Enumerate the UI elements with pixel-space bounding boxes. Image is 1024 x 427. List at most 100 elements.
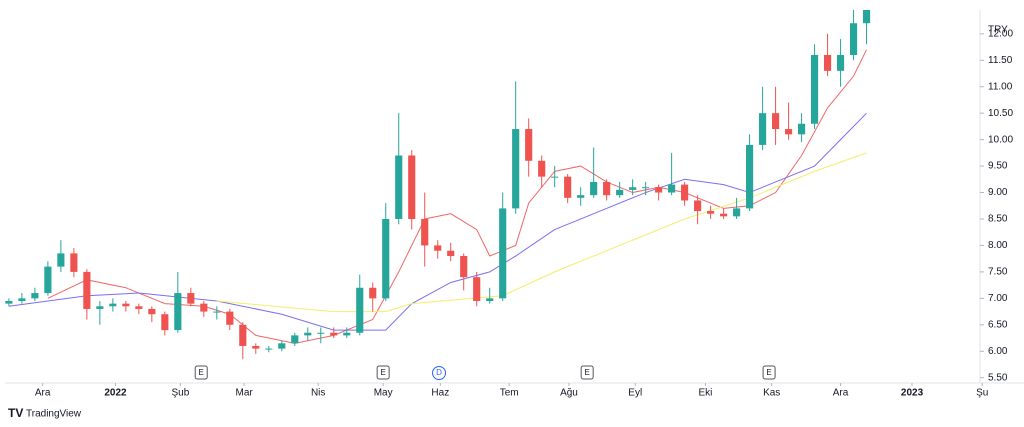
- x-tick-label: Kas: [763, 388, 780, 399]
- event-badge: [762, 365, 776, 380]
- candle-body: [187, 293, 195, 304]
- event-badge: [194, 365, 208, 380]
- candle-body: [5, 300, 13, 304]
- candle-body: [538, 160, 546, 177]
- y-tick-label: 8.00: [988, 240, 1008, 251]
- candle-body: [603, 181, 611, 196]
- candle-body: [577, 195, 585, 198]
- candle-body: [473, 277, 481, 301]
- candle-body: [356, 287, 364, 333]
- x-tick-label: Tem: [500, 388, 519, 399]
- candle-body: [836, 54, 845, 71]
- candle-body: [317, 332, 325, 334]
- candle-body: [460, 256, 468, 278]
- event-label: E: [199, 368, 204, 377]
- candle-body: [486, 298, 494, 301]
- candle-body: [213, 311, 221, 313]
- candle-body: [499, 208, 507, 299]
- x-tick-label: Nis: [311, 388, 325, 399]
- candle-body: [31, 293, 39, 299]
- candle-body: [668, 184, 676, 193]
- candle-body: [447, 250, 455, 257]
- x-tick-label: Ara: [833, 388, 849, 399]
- y-tick-label: 12.00: [988, 28, 1013, 39]
- y-tick-label: 6.00: [988, 346, 1008, 357]
- y-tick-label: 10.00: [988, 134, 1013, 145]
- x-tick-label: Şu: [976, 388, 988, 399]
- y-tick-label: 7.50: [988, 267, 1008, 278]
- candle-body: [694, 200, 702, 212]
- candle-body: [109, 303, 117, 307]
- candle-body: [70, 253, 78, 272]
- candle-body: [135, 306, 143, 309]
- y-tick-label: 11.50: [988, 55, 1013, 66]
- x-tick-label: Eki: [698, 388, 712, 399]
- candle-body: [395, 155, 403, 219]
- event-badge: [580, 365, 594, 380]
- candle-body: [57, 253, 65, 267]
- candle-body: [278, 343, 286, 349]
- event-badge: [432, 366, 447, 380]
- x-tick-label: Ara: [35, 388, 51, 399]
- candle-body: [681, 184, 689, 201]
- candle-body: [304, 332, 312, 336]
- candle-body: [148, 308, 156, 315]
- moving-average-line: [8, 112, 867, 331]
- candle-body: [122, 303, 130, 307]
- candle-body: [434, 245, 442, 251]
- y-tick-label: 9.00: [988, 187, 1008, 198]
- x-tick-label: Eyl: [628, 388, 642, 399]
- event-marker: E: [580, 365, 594, 380]
- event-marker: E: [762, 365, 776, 380]
- candle-body: [512, 129, 520, 209]
- y-tick-label: 5.50: [988, 372, 1008, 383]
- candle-body: [369, 287, 377, 299]
- candle-body: [343, 332, 351, 336]
- candle-body: [810, 54, 819, 124]
- candle-body: [226, 311, 234, 325]
- brand-name: TradingView: [26, 409, 82, 420]
- candle-body: [291, 335, 299, 344]
- candle-body: [759, 113, 767, 145]
- candle-body: [772, 113, 780, 130]
- event-label: E: [380, 368, 385, 377]
- candle-body: [642, 187, 650, 189]
- candle-body: [564, 176, 572, 198]
- y-tick-label: 8.50: [988, 214, 1008, 225]
- candle-body: [629, 187, 637, 190]
- candle-body: [174, 293, 182, 331]
- candle-body: [96, 306, 104, 309]
- y-tick-label: 9.50: [988, 161, 1008, 172]
- candle-body: [746, 144, 754, 209]
- event-label: E: [584, 368, 589, 377]
- event-label: D: [436, 368, 442, 377]
- y-tick-label: 6.50: [988, 319, 1008, 330]
- candle-body: [252, 345, 260, 349]
- event-marker: E: [376, 365, 390, 380]
- candle-body: [785, 129, 793, 135]
- candle-body: [707, 211, 715, 214]
- candle-body: [798, 123, 806, 135]
- y-tick-label: 10.50: [988, 108, 1013, 119]
- candle-body: [616, 189, 624, 196]
- x-tick-label: Mar: [235, 388, 253, 399]
- x-tick-label: 2022: [104, 388, 127, 399]
- brand: TV TradingView: [8, 406, 82, 420]
- x-tick-label: Şub: [172, 388, 190, 399]
- brand-logo: TV: [8, 406, 23, 420]
- event-marker: D: [432, 366, 447, 380]
- candle-body: [849, 23, 858, 55]
- x-tick-label: May: [374, 388, 393, 399]
- candle-body: [200, 303, 208, 312]
- candle-body: [421, 218, 429, 246]
- candle-body: [83, 271, 91, 309]
- candle-body: [161, 314, 169, 331]
- candle-body: [551, 176, 559, 178]
- candle-body: [382, 218, 390, 299]
- candle-body: [823, 54, 832, 71]
- x-tick-label: 2023: [901, 388, 924, 399]
- candle-body: [525, 129, 533, 161]
- x-tick-label: Ağu: [560, 388, 578, 399]
- moving-average-line: [216, 152, 867, 313]
- candle-body: [733, 208, 741, 217]
